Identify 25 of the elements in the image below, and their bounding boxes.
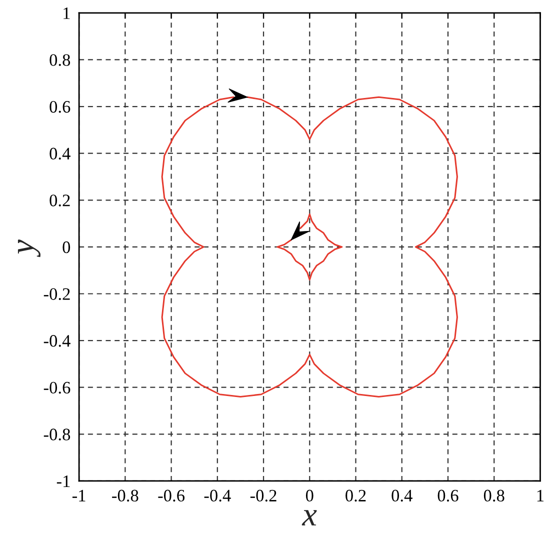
- y-tick-label: 0.2: [50, 194, 70, 206]
- x-axis-title: x: [302, 510, 317, 526]
- y-tick-label: -0.4: [44, 335, 70, 347]
- line-series: [276, 213, 343, 280]
- x-tick-label: 0: [306, 490, 314, 502]
- x-tick-label: 0.8: [484, 490, 504, 502]
- y-tick-label: 0.8: [50, 54, 70, 66]
- y-tick-label: 1: [64, 7, 70, 19]
- x-tick-label: 1: [537, 490, 544, 502]
- x-tick-label: -0.2: [250, 490, 276, 502]
- y-tick-label: -0.2: [44, 288, 70, 300]
- x-tick-label: -0.6: [158, 490, 185, 502]
- y-tick-label: -0.8: [44, 428, 70, 440]
- y-tick-label: -1: [56, 476, 70, 487]
- x-tick-label: -0.4: [204, 490, 231, 502]
- x-tick-label: 0.2: [346, 490, 366, 502]
- x-tick-label: 0.6: [438, 490, 458, 502]
- y-tick-label: 0.6: [50, 101, 70, 113]
- y-tick-label: 0: [62, 241, 70, 254]
- y-axis-title: y: [18, 240, 40, 258]
- y-tick-label: -0.6: [44, 382, 70, 394]
- x-tick-label: -0.8: [112, 490, 138, 502]
- y-tick-label: 0.4: [50, 148, 70, 160]
- x-tick-label: -1: [72, 490, 86, 502]
- x-tick-label: 0.4: [392, 490, 412, 502]
